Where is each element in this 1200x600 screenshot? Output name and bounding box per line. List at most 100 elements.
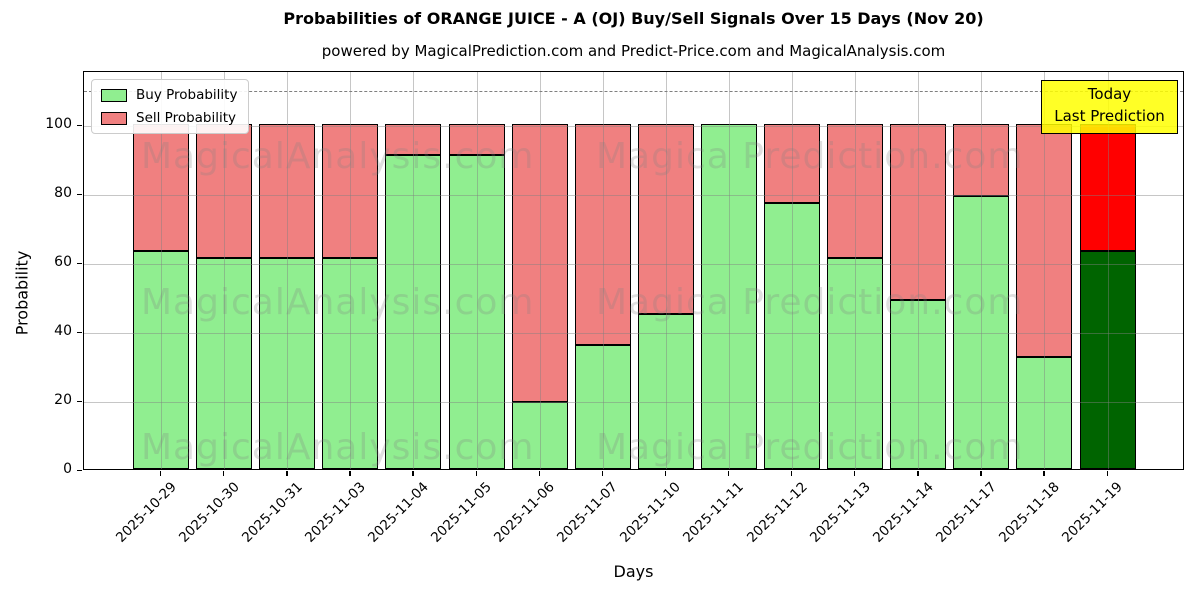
bar-buy-2025-10-29 bbox=[133, 251, 189, 469]
bar-sell-2025-11-03 bbox=[322, 123, 379, 259]
vertical-gridline bbox=[413, 72, 415, 469]
vertical-gridline bbox=[476, 72, 478, 469]
watermark-text: Magica Prediction.com bbox=[596, 136, 1024, 177]
bar-buy-2025-11-12 bbox=[764, 203, 820, 469]
bar-buy-2025-11-04 bbox=[385, 154, 442, 469]
bar-sell-2025-11-05 bbox=[448, 123, 505, 155]
legend-label-sell: Sell Probability bbox=[136, 110, 237, 126]
x-tick-label: 2025-11-12 bbox=[743, 479, 811, 546]
bar-sell-2025-11-10 bbox=[637, 123, 694, 314]
bar-buy-2025-11-14 bbox=[890, 299, 947, 469]
x-tick-label: 2025-10-29 bbox=[112, 479, 180, 546]
bar-sell-2025-11-18 bbox=[1016, 123, 1073, 357]
legend-label-buy: Buy Probability bbox=[136, 87, 238, 103]
bar-buy-2025-10-31 bbox=[259, 258, 316, 469]
vertical-gridline bbox=[287, 72, 289, 469]
legend-item-sell: Sell Probability bbox=[101, 110, 237, 126]
bar-sell-2025-11-14 bbox=[890, 123, 947, 300]
bar-buy-2025-11-03 bbox=[322, 258, 379, 469]
bar-buy-2025-11-10 bbox=[637, 313, 694, 469]
x-tick-label: 2025-11-19 bbox=[1059, 479, 1126, 546]
x-tick-label: 2025-11-06 bbox=[491, 479, 558, 546]
x-tick-mark bbox=[1043, 471, 1045, 476]
bar-buy-2025-10-30 bbox=[196, 258, 253, 469]
bar-sell-2025-11-17 bbox=[953, 123, 1010, 197]
y-tick-label: 80 bbox=[54, 184, 72, 201]
x-tick-mark bbox=[664, 471, 667, 476]
vertical-gridline bbox=[855, 72, 857, 469]
vertical-gridline bbox=[539, 72, 541, 469]
horizontal-gridline bbox=[84, 332, 1183, 334]
buy-swatch-icon bbox=[101, 88, 127, 102]
x-tick-label: 2025-11-11 bbox=[680, 479, 748, 546]
bar-sell-2025-11-07 bbox=[574, 123, 631, 345]
vertical-gridline bbox=[602, 72, 604, 469]
x-tick-label: 2025-11-13 bbox=[806, 479, 874, 546]
x-tick-label: 2025-11-05 bbox=[428, 479, 495, 546]
vertical-gridline bbox=[728, 72, 730, 469]
bar-sell-2025-10-30 bbox=[196, 123, 253, 259]
vertical-gridline bbox=[1044, 72, 1046, 469]
watermark-text: MagicalAnalysis.com bbox=[141, 136, 535, 177]
y-tick-mark bbox=[77, 400, 82, 403]
x-tick-mark bbox=[854, 471, 856, 476]
bar-sell-2025-11-19 bbox=[1079, 123, 1136, 252]
bar-buy-2025-11-17 bbox=[953, 196, 1010, 469]
x-tick-label: 2025-11-10 bbox=[617, 479, 685, 546]
y-tick-mark bbox=[77, 262, 82, 265]
bar-sell-2025-10-31 bbox=[259, 123, 316, 259]
y-tick-label: 20 bbox=[54, 391, 72, 408]
y-tick-mark bbox=[77, 124, 82, 126]
chart-subtitle: powered by MagicalPrediction.com and Pre… bbox=[321, 42, 946, 60]
bar-sell-2025-10-29 bbox=[133, 123, 189, 252]
x-tick-mark bbox=[160, 471, 162, 476]
bar-buy-2025-11-06 bbox=[511, 401, 568, 469]
x-tick-label: 2025-11-14 bbox=[869, 479, 937, 546]
bar-sell-2025-11-13 bbox=[827, 123, 884, 259]
watermark-text: MagicalAnalysis.com bbox=[141, 282, 535, 323]
x-tick-mark bbox=[980, 471, 982, 476]
vertical-gridline bbox=[981, 72, 983, 469]
y-tick-mark bbox=[77, 470, 82, 472]
vertical-gridline bbox=[1107, 72, 1109, 469]
x-tick-mark bbox=[601, 471, 604, 476]
today-annotation-line2: Last Prediction bbox=[1054, 106, 1165, 125]
y-tick-label: 0 bbox=[63, 461, 72, 477]
x-tick-mark bbox=[538, 471, 540, 476]
horizontal-gridline bbox=[84, 125, 1183, 127]
y-tick-mark bbox=[77, 331, 82, 334]
y-axis-label: Probability bbox=[12, 250, 32, 336]
legend: Buy Probability Sell Probability bbox=[91, 79, 250, 134]
x-tick-label: 2025-11-03 bbox=[301, 479, 369, 546]
y-tick-mark bbox=[77, 193, 82, 195]
vertical-gridline bbox=[918, 72, 920, 469]
x-tick-label: 2025-11-17 bbox=[932, 479, 1000, 546]
bar-sell-2025-11-06 bbox=[511, 123, 568, 402]
x-tick-label: 2025-10-30 bbox=[175, 479, 243, 546]
bar-sell-2025-11-12 bbox=[764, 123, 820, 203]
watermark-text: MagicalAnalysis.com bbox=[141, 427, 535, 468]
x-tick-label: 2025-11-04 bbox=[364, 479, 432, 546]
x-tick-mark bbox=[286, 471, 288, 476]
plot-area: MagicalAnalysis.com Magica Prediction.com… bbox=[83, 71, 1184, 470]
dashed-guide-line bbox=[84, 91, 1183, 92]
vertical-gridline bbox=[665, 72, 667, 469]
x-axis-label: Days bbox=[613, 562, 654, 581]
y-tick-label: 100 bbox=[45, 115, 72, 132]
x-tick-mark bbox=[412, 471, 414, 476]
horizontal-gridline bbox=[84, 401, 1183, 403]
chart-title: Probabilities of ORANGE JUICE - A (OJ) B… bbox=[283, 9, 984, 28]
y-tick-label: 60 bbox=[54, 253, 72, 270]
vertical-gridline bbox=[161, 72, 162, 469]
watermark-text: Magica Prediction.com bbox=[596, 427, 1024, 468]
today-annotation-line1: Today bbox=[1087, 85, 1132, 103]
sell-swatch-icon bbox=[101, 111, 127, 125]
bar-buy-2025-11-18 bbox=[1016, 356, 1073, 469]
x-tick-label: 2025-10-31 bbox=[238, 479, 306, 546]
legend-item-buy: Buy Probability bbox=[101, 87, 237, 103]
x-tick-mark bbox=[1106, 471, 1108, 476]
x-tick-mark bbox=[349, 471, 351, 476]
watermark-text: Magica Prediction.com bbox=[596, 282, 1024, 323]
bar-buy-2025-11-19 bbox=[1079, 251, 1136, 469]
